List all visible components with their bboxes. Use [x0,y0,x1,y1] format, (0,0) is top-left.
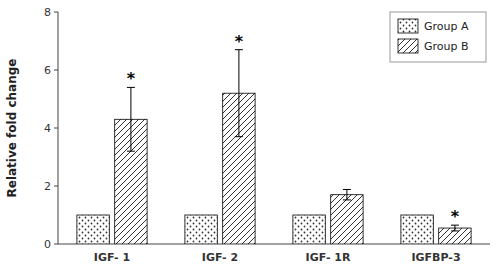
error-bar [127,87,135,151]
bar [331,195,363,244]
y-tick [54,128,58,129]
y-tick-label: 2 [44,180,51,193]
bar [77,215,109,244]
y-tick [54,12,58,13]
bar [185,215,217,244]
legend: Group A Group B [390,12,486,62]
y-axis-label: Relative fold change [5,59,19,198]
bar [293,215,325,244]
y-axis: 0 2 4 6 8 [44,6,490,251]
plot-area [77,50,471,244]
legend-label: Group B [424,40,469,53]
legend-swatch [398,19,418,33]
legend-label: Group A [424,20,469,33]
y-tick-label: 6 [44,64,51,77]
y-tick-label: 0 [44,238,51,251]
x-tick-label: IGF- 1R [306,251,351,264]
bar [401,215,433,244]
significance-label: * [451,207,460,226]
error-bar [343,189,351,199]
x-tick-label: IGF- 2 [202,251,238,264]
x-tick-label: IGFBP-3 [411,251,460,264]
y-tick-label: 8 [44,6,51,19]
y-tick [54,70,58,71]
x-tick-label: IGF- 1 [94,251,130,264]
y-tick [54,186,58,187]
y-axis-line [58,12,59,244]
significance-label: * [235,32,244,51]
significance-label: * [127,69,136,88]
y-tick [54,244,58,245]
chart: 0 2 4 6 8 Relative fold change IGF- 1 IGF- 2 IGF… [0,0,500,272]
error-bar [235,50,243,137]
y-tick-label: 4 [44,122,51,135]
legend-swatch [398,39,418,53]
legend-frame [390,12,486,62]
